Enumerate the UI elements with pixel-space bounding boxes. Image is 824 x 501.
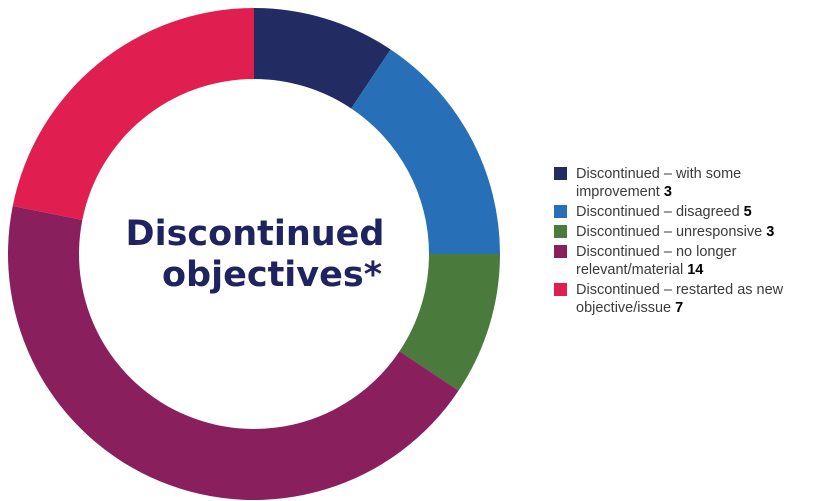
- legend-swatch: [554, 245, 567, 258]
- legend-swatch: [554, 167, 567, 180]
- legend-item: Discontinued – unresponsive 3: [554, 223, 816, 241]
- legend-value: 3: [663, 184, 672, 200]
- legend-value: 5: [743, 204, 752, 220]
- legend-item: Discontinued – disagreed 5: [554, 203, 816, 221]
- legend-swatch: [554, 283, 567, 296]
- legend-label-text: Discontinued – with some improvement: [576, 166, 742, 200]
- chart-title-line-2: objectives*: [162, 255, 382, 295]
- legend-label: Discontinued – with some improvement 3: [576, 165, 816, 201]
- donut-slice: [399, 254, 500, 391]
- legend-label-text: Discontinued – unresponsive: [576, 224, 763, 240]
- legend-value: 3: [766, 224, 775, 240]
- legend-label: Discontinued – no longer relevant/materi…: [576, 243, 816, 279]
- legend-label-text: Discontinued – disagreed: [576, 204, 740, 220]
- legend-label-text: Discontinued – restarted as new objectiv…: [576, 282, 784, 316]
- legend-item: Discontinued – no longer relevant/materi…: [554, 243, 816, 279]
- legend-label-text: Discontinued – no longer relevant/materi…: [576, 244, 737, 278]
- legend-swatch: [554, 225, 567, 238]
- legend-item: Discontinued – with some improvement 3: [554, 165, 816, 201]
- chart-title-line-1: Discontinued: [126, 214, 385, 254]
- legend-value: 7: [675, 300, 684, 316]
- legend-label: Discontinued – unresponsive 3: [576, 223, 816, 241]
- donut-slice: [12, 8, 254, 220]
- donut-slices: [7, 8, 500, 500]
- donut-slice: [351, 49, 500, 254]
- legend-label: Discontinued – restarted as new objectiv…: [576, 281, 816, 317]
- donut-slice: [7, 206, 459, 500]
- legend-value: 14: [687, 262, 704, 278]
- legend-label: Discontinued – disagreed 5: [576, 203, 816, 221]
- chart-legend: Discontinued – with some improvement 3 Dis…: [554, 165, 816, 319]
- legend-item: Discontinued – restarted as new objectiv…: [554, 281, 816, 317]
- legend-swatch: [554, 205, 567, 218]
- donut-slice: [254, 8, 391, 109]
